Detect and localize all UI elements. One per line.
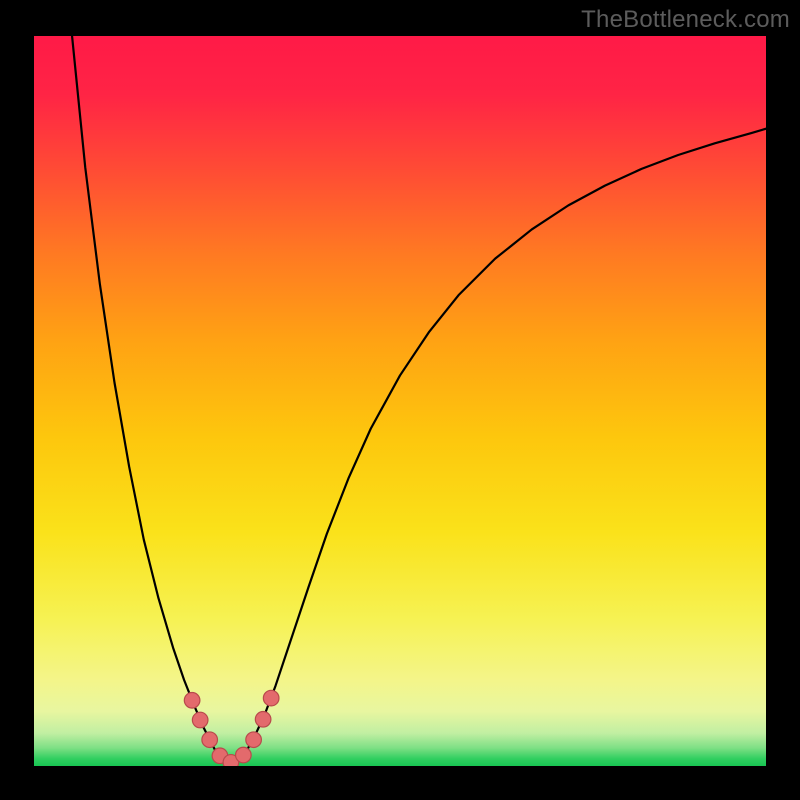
curve-marker (184, 693, 200, 709)
curve-marker (192, 712, 208, 728)
curve-marker (202, 732, 218, 748)
curve-marker (236, 747, 252, 763)
curve-marker (263, 690, 279, 706)
curve-marker (255, 711, 271, 727)
chart-svg (34, 36, 766, 766)
curve-marker (246, 732, 262, 748)
chart-background (34, 36, 766, 766)
canvas: TheBottleneck.com (0, 0, 800, 800)
plot-area (34, 36, 766, 766)
watermark-text: TheBottleneck.com (581, 6, 790, 34)
